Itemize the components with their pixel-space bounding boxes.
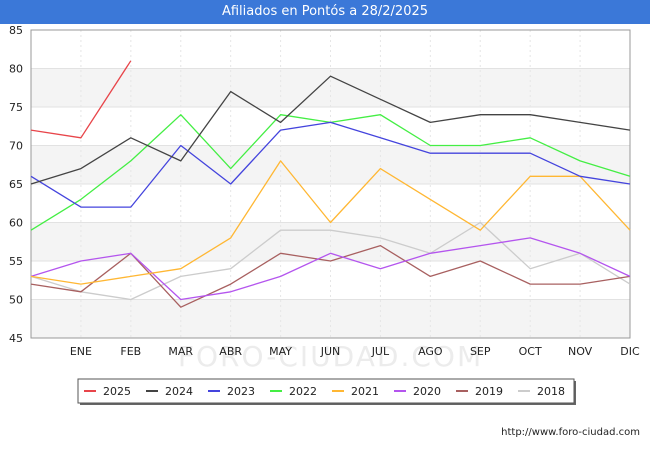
source-url[interactable]: http://www.foro-ciudad.com [501, 427, 640, 438]
x-tick-label: DIC [620, 345, 640, 358]
x-tick-label: JUN [320, 345, 341, 358]
legend-box [77, 378, 575, 404]
y-tick-label: 70 [9, 140, 23, 153]
y-axis: 45 50 55 60 65 70 75 80 85 [9, 24, 23, 345]
legend-label-2024: 2024 [165, 385, 193, 398]
y-tick-label: 85 [9, 24, 23, 37]
series-line-2024 [30, 75, 631, 185]
y-tick-label: 65 [9, 178, 23, 191]
x-tick-label: OCT [519, 345, 542, 358]
x-tick-label: JUL [371, 345, 390, 358]
y-tick-label: 45 [9, 332, 23, 345]
x-tick-label: FEB [120, 345, 141, 358]
y-tick-label: 55 [9, 255, 23, 268]
series-lines [30, 60, 631, 308]
series-line-2021 [30, 160, 631, 285]
legend-label-2019: 2019 [475, 385, 503, 398]
series-line-2023 [30, 121, 631, 208]
legend-label-2020: 2020 [413, 385, 441, 398]
series-line-2025 [30, 60, 132, 139]
legend-label-2022: 2022 [289, 385, 317, 398]
x-axis: ENE FEB MAR ABR MAY JUN JUL AGO SEP OCT NOV DIC [70, 345, 640, 358]
x-tick-label: MAY [269, 345, 292, 358]
legend-label-2025: 2025 [103, 385, 131, 398]
legend-label-2023: 2023 [227, 385, 255, 398]
x-tick-label: MAR [168, 345, 193, 358]
legend-label-2018: 2018 [537, 385, 565, 398]
y-tick-label: 60 [9, 217, 23, 230]
watermark: FORO-CIUDAD.COM [178, 340, 483, 373]
x-tick-label: SEP [470, 345, 491, 358]
chart-title: Afiliados en Pontós a 28/2/2025 [0, 0, 650, 24]
legend-label-2021: 2021 [351, 385, 379, 398]
x-tick-label: AGO [418, 345, 443, 358]
y-tick-label: 80 [9, 63, 23, 76]
y-tick-label: 50 [9, 294, 23, 307]
x-tick-label: ENE [70, 345, 92, 358]
x-tick-label: ABR [219, 345, 242, 358]
y-tick-label: 75 [9, 101, 23, 114]
series-line-2018 [30, 221, 631, 301]
series-line-2020 [30, 237, 631, 301]
x-tick-label: NOV [568, 345, 593, 358]
legend: 2025 2024 2023 2022 2021 2020 2019 2018 [77, 378, 576, 405]
